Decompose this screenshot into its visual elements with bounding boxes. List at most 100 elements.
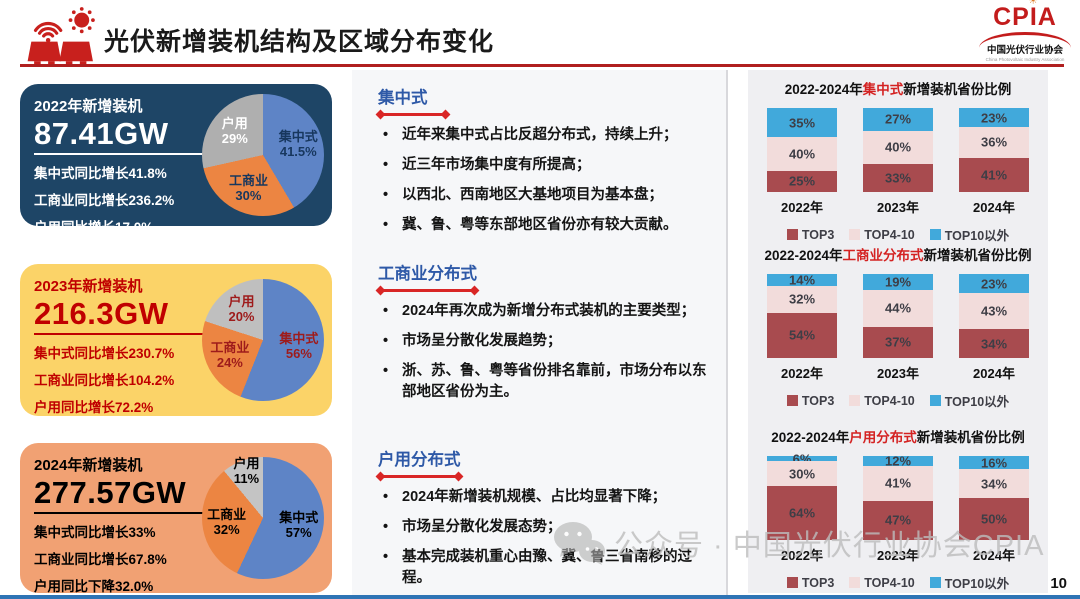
bullet-dot: • xyxy=(383,156,389,173)
bullet-dot: • xyxy=(383,126,389,143)
cpia-logo-text: CPIA ☀ xyxy=(993,0,1057,30)
pie-slice-label: 集中式 57% xyxy=(279,510,319,540)
legend-swatch xyxy=(849,229,861,240)
stat-card-2022: 2022年新增装机 87.41GW 集中式同比增长41.8% 工商业同比增长23… xyxy=(20,84,332,235)
bar-segment-TOP3: 34% xyxy=(959,329,1029,358)
card-rule xyxy=(34,152,204,155)
bar-segment-TOP4-10: 40% xyxy=(767,137,837,171)
legend-swatch xyxy=(929,395,941,406)
stacked-bar: 14% 32% 54% xyxy=(767,273,837,358)
stacked-bar: 35% 40% 25% xyxy=(767,108,837,192)
bar-segment-TOP4-10: 32% xyxy=(767,285,837,313)
bar-segment-value: 16% xyxy=(980,455,1008,471)
section-title: 集中式 xyxy=(378,89,428,107)
legend-item: TOP3 xyxy=(786,394,834,408)
stat-card-2023: 2023年新增装机 216.3GW 集中式同比增长230.7% 工商业同比增长1… xyxy=(20,264,332,416)
bar-segment-value: 44% xyxy=(884,300,912,316)
bar-segment-value: 40% xyxy=(788,146,816,162)
red-arrow-underline xyxy=(378,289,477,292)
legend-item: TOP10以外 xyxy=(929,573,1009,592)
bar-segment-TOP10以外: 27% xyxy=(863,108,933,131)
chart-title: 2022-2024年户用分布式新增装机省份比例 xyxy=(771,430,1025,445)
section-heading: 工商业分布式 xyxy=(378,260,503,292)
bar-segment-value: 47% xyxy=(884,512,912,528)
legend-swatch xyxy=(929,577,941,588)
page-title: 光伏新增装机结构及区域分布变化 xyxy=(104,28,495,56)
bar-segment-TOP10以外: 12% xyxy=(863,453,933,469)
bar-segment-TOP4-10: 30% xyxy=(767,461,837,487)
card-year-title: 2023年新增装机 xyxy=(34,278,143,295)
bar-segment-value: 37% xyxy=(884,334,912,350)
solar-panel-sun-icon xyxy=(27,7,95,65)
legend-item: TOP4-10 xyxy=(849,228,915,242)
stacked-chart-residential: 2022-2024年户用分布式新增装机省份比例 6% 30% 64% 2022年 12… xyxy=(756,426,1040,592)
bar-segment-TOP3: 37% xyxy=(863,326,933,358)
chart-legend: TOP3 TOP4-10 TOP10以外 xyxy=(756,573,1040,592)
chart-legend: TOP3 TOP4-10 TOP10以外 xyxy=(756,225,1040,244)
bullet-item: • 2024年再次成为新增分布式装机的主要类型； xyxy=(378,301,710,322)
bullet-dot: • xyxy=(383,362,389,379)
bullet-item: • 市场呈分散化发展态势； xyxy=(378,517,710,538)
bullet-dot: • xyxy=(383,302,389,319)
bar-segment-value: 23% xyxy=(980,276,1008,292)
section-residential: 户用分布式 • 2024年新增装机规模、占比均显著下降； • 市场呈分散化发展态势；… xyxy=(378,446,710,598)
stacked-bar: 12% 41% 47% xyxy=(863,453,933,540)
stacked-bar: 19% 44% 37% xyxy=(863,274,933,358)
logo-en-name: China Photovoltaic Industry Association xyxy=(985,57,1065,62)
bullet-dot: • xyxy=(383,518,389,535)
legend-item: TOP4-10 xyxy=(849,576,915,590)
cpia-logo: CPIA ☀ 中国光伏行业协会 China Photovoltaic Indust… xyxy=(975,0,1075,62)
bullet-dot: • xyxy=(383,548,389,565)
bar-segment-value: 50% xyxy=(980,511,1008,527)
legend-swatch xyxy=(786,577,798,588)
card-stat: 集中式同比增长33% xyxy=(34,524,156,540)
legend-swatch xyxy=(929,229,941,240)
bar-segment-value: 12% xyxy=(884,453,912,469)
pie-slice-label: 工商业 24% xyxy=(210,339,250,370)
page-number: 10 xyxy=(1050,575,1067,592)
card-stat: 户用同比下降32.0% xyxy=(34,578,154,594)
legend-swatch xyxy=(786,395,798,406)
bar-segment-value: 23% xyxy=(980,110,1008,126)
pie-chart-2023: 集中式 56% 工商业 24% 户用 20% xyxy=(202,279,324,401)
section-centralized: 集中式 • 近年来集中式占比反超分布式，持续上升； • 近三年市场集中度有所提高； … xyxy=(378,84,710,245)
bullet-dot: • xyxy=(383,488,389,505)
red-arrow-underline xyxy=(378,475,461,478)
bar-segment-TOP10以外: 35% xyxy=(767,108,837,138)
bar-segment-value: 34% xyxy=(980,336,1008,352)
bar-segment-TOP4-10: 40% xyxy=(863,130,933,165)
card-year-title: 2022年新增装机 xyxy=(34,98,143,115)
bullet-item: • 2024年新增装机规模、占比均显著下降； xyxy=(378,487,710,508)
middle-panel-background xyxy=(352,70,726,599)
card-stat: 工商业同比增长236.2% xyxy=(34,192,175,208)
bar-segment-TOP3: 41% xyxy=(959,157,1029,192)
bar-segment-value: 40% xyxy=(884,139,912,155)
stat-card-2024: 2024年新增装机 277.57GW 集中式同比增长33% 工商业同比增长67.… xyxy=(20,443,332,594)
card-capacity: 216.3GW xyxy=(34,296,169,331)
bar-segment-TOP10以外: 19% xyxy=(863,274,933,290)
legend-item: TOP4-10 xyxy=(849,394,915,408)
legend-item: TOP3 xyxy=(786,228,834,242)
pie-slice-label: 工商业 30% xyxy=(228,172,268,203)
bar-segment-TOP4-10: 36% xyxy=(959,127,1029,158)
red-arrow-underline xyxy=(378,113,448,116)
stacked-bar: 23% 36% 41% xyxy=(959,108,1029,192)
title-underline xyxy=(20,64,1064,67)
section-heading: 户用分布式 xyxy=(378,446,487,478)
vertical-divider xyxy=(726,70,728,599)
card-stat: 户用同比增长17.0% xyxy=(34,219,154,235)
bar-segment-value: 41% xyxy=(980,167,1008,183)
bar-segment-value: 33% xyxy=(884,170,912,186)
logo-arc xyxy=(979,32,1071,48)
card-capacity: 277.57GW xyxy=(34,475,187,510)
bar-segment-value: 54% xyxy=(788,327,816,343)
pie-chart-2022: 集中式 41.5% 工商业 30% 户用 29% xyxy=(202,94,324,216)
x-axis-label: 2024年 xyxy=(973,366,1015,381)
stacked-bar: 23% 43% 34% xyxy=(959,274,1029,358)
stacked-bar: 27% 40% 33% xyxy=(863,108,933,192)
pie-slice-label: 户用 20% xyxy=(228,294,255,325)
bullet-item: • 基本完成装机重心由豫、冀、鲁三省南移的过程。 xyxy=(378,547,710,589)
chart-legend: TOP3 TOP4-10 TOP10以外 xyxy=(756,391,1040,410)
bullet-dot: • xyxy=(383,332,389,349)
